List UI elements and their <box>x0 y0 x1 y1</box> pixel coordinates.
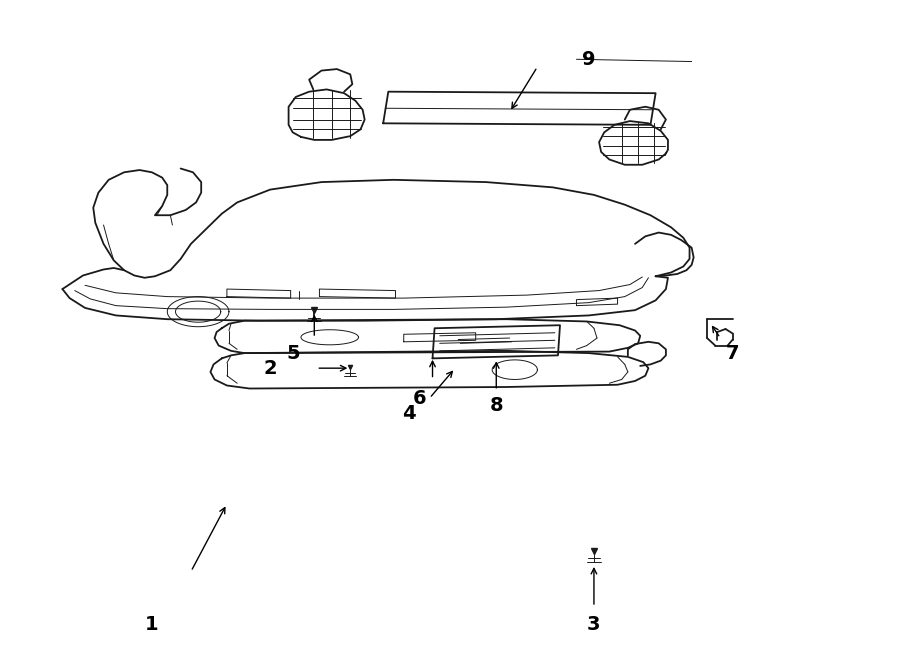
Text: 6: 6 <box>412 389 426 408</box>
Text: 5: 5 <box>287 344 301 363</box>
Text: 3: 3 <box>587 615 600 634</box>
Text: 2: 2 <box>264 359 277 377</box>
Text: 9: 9 <box>582 50 596 69</box>
Text: 4: 4 <box>402 404 416 423</box>
Text: 1: 1 <box>145 615 158 634</box>
Text: 7: 7 <box>726 344 740 363</box>
Text: 8: 8 <box>490 397 503 415</box>
